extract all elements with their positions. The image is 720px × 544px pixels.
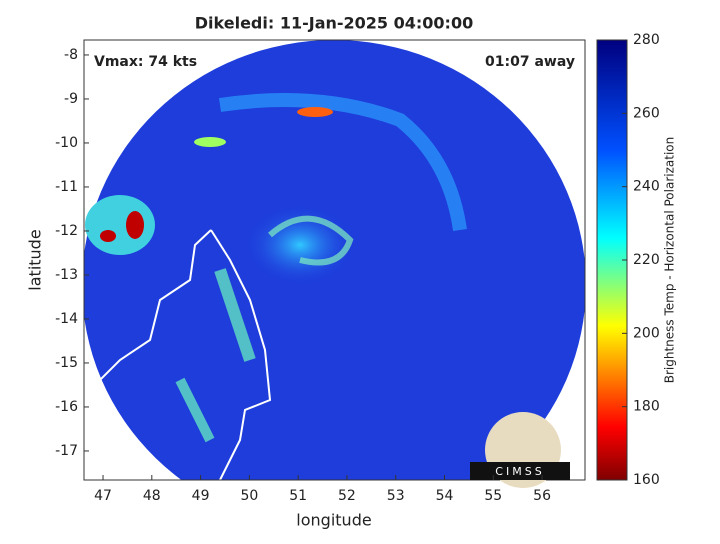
vmax-label: Vmax: 74 kts [94,54,197,70]
y-tick-label: -10 [55,135,78,151]
x-tick-label: 48 [143,488,161,504]
away-label: 01:07 away [485,54,575,70]
colorbar-tick-label: 220 [633,252,660,268]
colorbar-tick-label: 160 [633,472,660,488]
colorbar-tick-label: 280 [633,32,660,48]
y-axis-label: latitude [26,229,45,290]
y-tick-label: -14 [55,311,78,327]
x-tick-label: 54 [436,488,454,504]
colorbar-tick-label: 180 [633,399,660,415]
logo-text: CIMSS [495,465,544,478]
x-tick-label: 50 [240,488,258,504]
y-tick-label: -12 [55,223,78,239]
x-axis-label: longitude [296,511,371,530]
x-tick-label: 52 [338,488,356,504]
y-tick-label: -16 [55,399,78,415]
x-tick-label: 55 [484,488,502,504]
colorbar-tick-label: 240 [633,179,660,195]
swath [84,40,585,480]
y-tick-label: -15 [55,355,78,371]
logo: CIMSS [470,412,570,488]
y-tick-label: -8 [64,47,78,63]
y-tick-label: -11 [55,179,78,195]
colorbar-label: Brightness Temp - Horizontal Polarizatio… [663,137,677,384]
x-tick-label: 51 [289,488,307,504]
x-tick-label: 49 [192,488,210,504]
y-tick-label: -17 [55,443,78,459]
colorbar-tick-label: 260 [633,105,660,121]
x-tick-label: 47 [94,488,112,504]
x-tick-label: 56 [533,488,551,504]
plot-frame [83,39,586,481]
colorbar-tick-label: 200 [633,325,660,341]
y-tick-label: -13 [55,267,78,283]
x-tick-label: 53 [387,488,405,504]
y-tick-label: -9 [64,91,78,107]
chart-title: Dikeledi: 11-Jan-2025 04:00:00 [195,14,473,33]
